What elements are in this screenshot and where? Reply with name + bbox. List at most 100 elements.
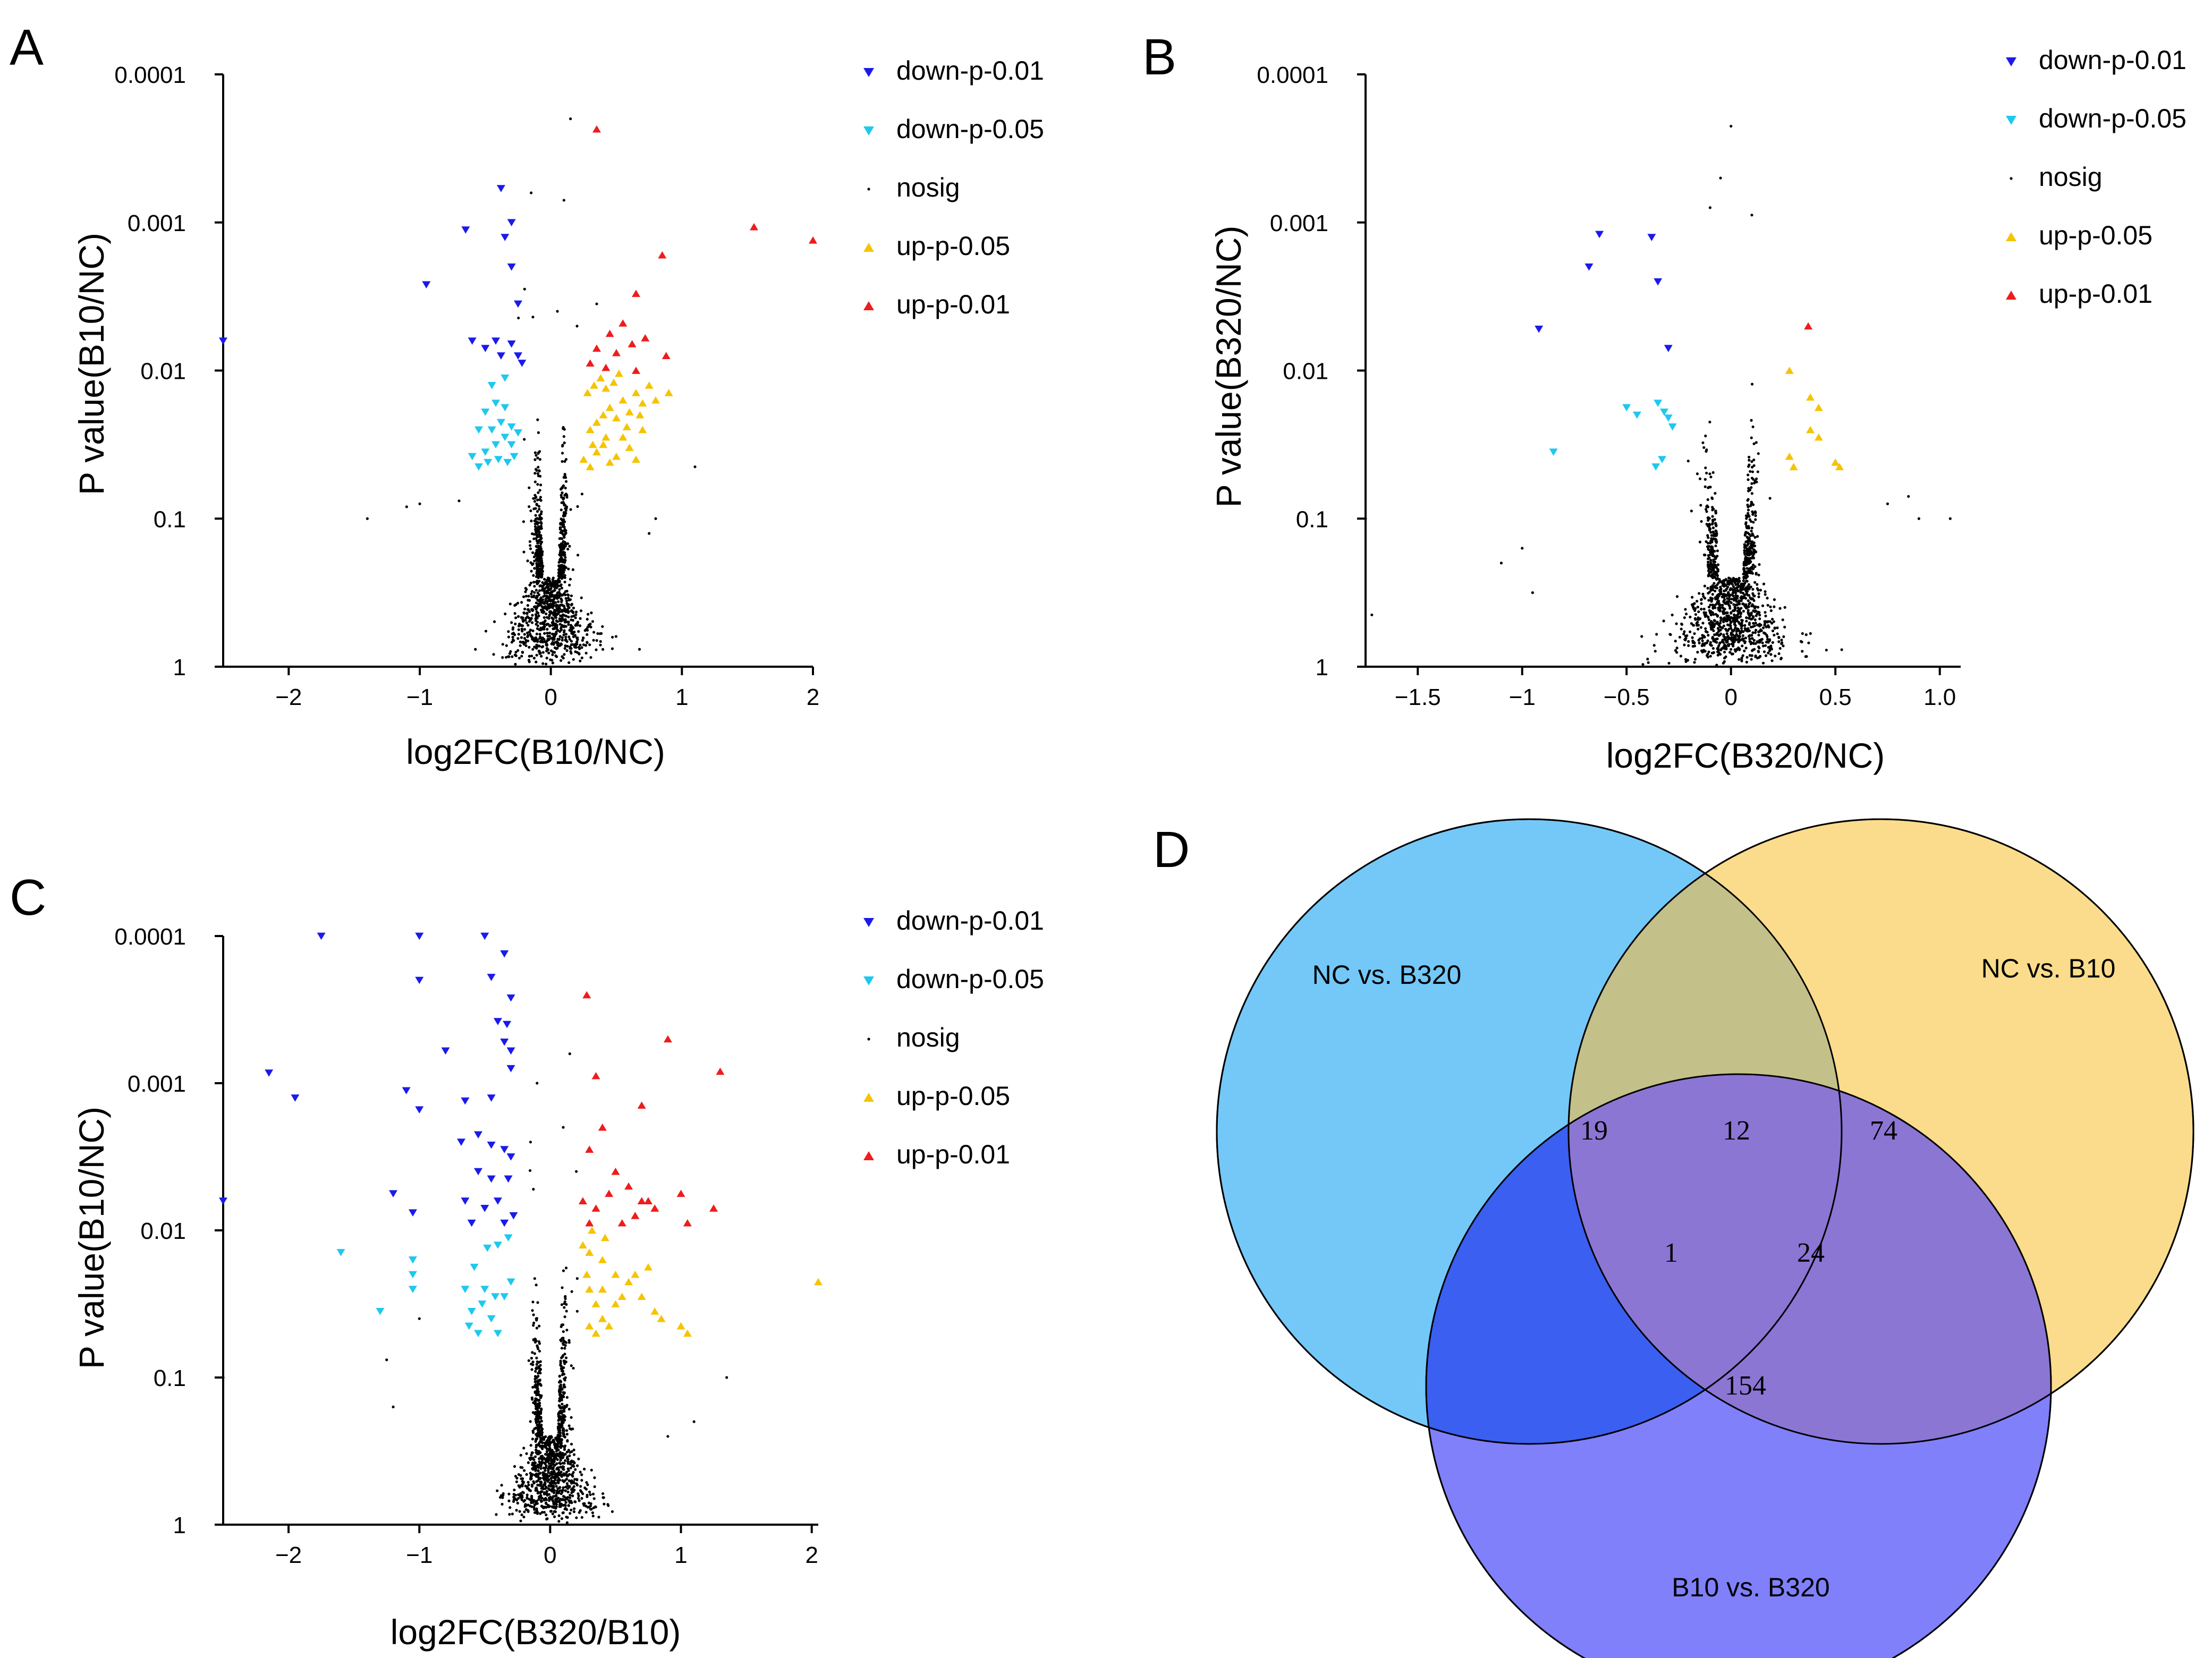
nosig-point xyxy=(1719,176,1722,180)
nosig-point xyxy=(1704,642,1707,645)
nosig-point xyxy=(561,1286,564,1289)
legend-marker-dot xyxy=(2010,177,2013,180)
nosig-point xyxy=(1705,471,1708,475)
nosig-point xyxy=(1755,614,1758,617)
data-point xyxy=(644,1197,652,1204)
nosig-point xyxy=(1717,644,1721,648)
nosig-point xyxy=(1707,548,1710,551)
nosig-point xyxy=(1499,562,1503,565)
nosig-point xyxy=(539,550,543,553)
data-point xyxy=(614,369,623,377)
nosig-point xyxy=(524,641,527,644)
legend-label: down-p-0.05 xyxy=(896,964,1044,994)
nosig-point xyxy=(1750,460,1753,463)
nosig-point xyxy=(611,635,614,639)
data-point xyxy=(605,329,614,337)
nosig-point xyxy=(548,1474,551,1478)
nosig-point xyxy=(1721,603,1724,607)
data-point xyxy=(1654,278,1663,286)
data-point xyxy=(336,1249,345,1256)
nosig-point xyxy=(530,1483,533,1486)
nosig-point xyxy=(560,1470,563,1474)
nosig-point xyxy=(1752,464,1756,467)
nosig-point xyxy=(1687,644,1690,647)
nosig-point xyxy=(1687,640,1690,643)
nosig-point xyxy=(1674,640,1677,643)
nosig-point xyxy=(561,542,564,546)
nosig-point xyxy=(1747,605,1750,608)
nosig-point xyxy=(1751,555,1755,558)
nosig-point xyxy=(520,636,523,639)
nosig-point xyxy=(523,633,526,636)
nosig-point xyxy=(567,1424,571,1427)
legend-marker-down xyxy=(2006,57,2016,66)
nosig-point xyxy=(534,636,538,639)
nosig-point xyxy=(501,1502,504,1506)
nosig-point xyxy=(559,1380,563,1383)
panel-d: D NC vs. B320 NC vs. B10 B10 vs. B320 19… xyxy=(1153,818,2194,1658)
data-point xyxy=(501,433,510,441)
nosig-point xyxy=(567,1479,571,1482)
nosig-point xyxy=(519,1466,522,1469)
nosig-point xyxy=(519,1494,522,1498)
nosig-point xyxy=(516,637,520,640)
y-axis-title-a: P value(B10/NC) xyxy=(72,233,111,495)
nosig-point xyxy=(541,1506,545,1509)
nosig-point xyxy=(570,1364,573,1367)
nosig-point xyxy=(1743,552,1747,556)
nosig-point xyxy=(1758,614,1761,617)
nosig-point xyxy=(501,643,504,646)
nosig-point xyxy=(1745,535,1749,539)
nosig-point xyxy=(1693,658,1697,661)
nosig-point xyxy=(562,571,565,574)
nosig-point xyxy=(1766,620,1770,623)
nosig-point xyxy=(366,517,369,520)
legend-b: down-p-0.01down-p-0.05nosigup-p-0.05up-p… xyxy=(2006,45,2186,309)
nosig-point xyxy=(553,604,556,607)
data-point xyxy=(389,1190,397,1197)
nosig-point xyxy=(543,594,546,597)
nosig-point xyxy=(541,651,545,654)
nosig-point xyxy=(537,1466,540,1469)
nosig-point xyxy=(1730,598,1733,601)
nosig-point xyxy=(524,586,527,590)
nosig-point xyxy=(548,1447,551,1450)
nosig-point xyxy=(536,1398,539,1402)
nosig-point xyxy=(693,465,697,469)
nosig-point xyxy=(535,589,538,592)
data-point xyxy=(622,423,631,430)
nosig-point xyxy=(590,611,593,615)
nosig-point xyxy=(560,1356,563,1359)
nosig-point xyxy=(1728,651,1732,654)
nosig-point xyxy=(1709,475,1713,479)
nosig-point xyxy=(539,1512,542,1515)
nosig-point xyxy=(1718,609,1722,613)
nosig-point xyxy=(538,574,541,577)
nosig-point xyxy=(533,500,537,503)
nosig-point xyxy=(539,1410,543,1414)
nosig-point xyxy=(543,627,546,631)
nosig-point xyxy=(1741,602,1745,606)
nosig-point xyxy=(492,653,495,656)
x-tick-label: 0.5 xyxy=(1819,684,1852,710)
nosig-point xyxy=(575,1482,578,1485)
data-point xyxy=(590,381,599,389)
nosig-point xyxy=(532,507,536,511)
nosig-point xyxy=(565,1482,569,1485)
nosig-point xyxy=(1743,569,1746,573)
legend-label: up-p-0.01 xyxy=(896,290,1010,319)
nosig-point xyxy=(1689,630,1692,633)
nosig-point xyxy=(1749,560,1752,563)
nosig-point xyxy=(563,1362,566,1365)
nosig-point xyxy=(1714,509,1717,513)
nosig-point xyxy=(587,613,590,616)
nosig-point xyxy=(1739,638,1742,641)
data-point xyxy=(637,1197,646,1204)
nosig-point xyxy=(1732,585,1735,589)
nosig-point xyxy=(533,480,537,483)
nosig-point xyxy=(564,1498,567,1501)
nosig-point xyxy=(549,1459,553,1463)
nosig-point xyxy=(575,643,579,646)
nosig-point xyxy=(562,1429,565,1432)
nosig-point xyxy=(557,1471,560,1474)
